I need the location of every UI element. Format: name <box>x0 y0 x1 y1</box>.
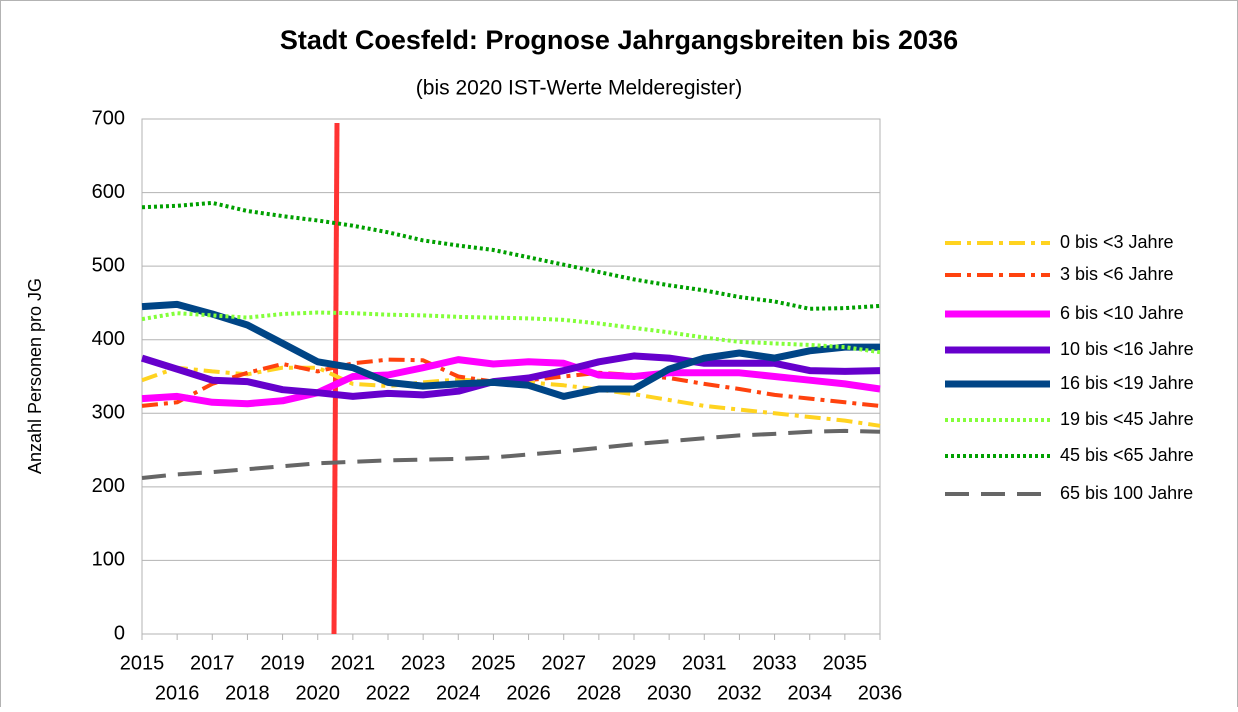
x-tick-label: 2021 <box>331 652 376 674</box>
x-tick-label: 2034 <box>787 682 832 704</box>
x-tick-label: 2023 <box>401 652 446 674</box>
y-tick-label: 100 <box>92 549 125 571</box>
legend-label: 10 bis <16 Jahre <box>1060 339 1194 359</box>
x-tick-label: 2022 <box>366 682 411 704</box>
marker-line <box>331 122 340 635</box>
x-tick-label: 2029 <box>612 652 657 674</box>
x-tick-label: 2031 <box>682 652 727 674</box>
series-line <box>141 357 881 408</box>
x-tick-label: 2015 <box>120 652 165 674</box>
series-line <box>140 352 881 400</box>
y-axis-label: Anzahl Personen pro JG <box>25 278 45 474</box>
x-tick-label: 2018 <box>225 682 270 704</box>
x-tick-label: 2019 <box>260 652 305 674</box>
x-tick-label: 2028 <box>577 682 622 704</box>
x-tick-label: 2033 <box>752 652 797 674</box>
y-tick-label: 0 <box>114 622 125 644</box>
legend-label: 45 bis <65 Jahre <box>1060 445 1194 465</box>
y-tick-label: 500 <box>92 254 125 276</box>
series-line <box>141 200 881 311</box>
legend-label: 19 bis <45 Jahre <box>1060 409 1194 429</box>
plot-border <box>141 118 881 635</box>
x-tick-label: 2026 <box>506 682 551 704</box>
legend-label: 65 bis 100 Jahre <box>1060 483 1193 503</box>
x-tick-label: 2017 <box>190 652 235 674</box>
y-tick-label: 700 <box>92 107 125 129</box>
series-line <box>141 428 881 480</box>
legend-label: 0 bis <3 Jahre <box>1060 232 1174 252</box>
legend-label: 3 bis <6 Jahre <box>1060 264 1174 284</box>
x-tick-label: 2035 <box>823 652 868 674</box>
series-line <box>141 356 881 408</box>
y-tick-label: 600 <box>92 181 125 203</box>
legend-label: 6 bis <10 Jahre <box>1060 303 1184 323</box>
x-tick-label: 2016 <box>155 682 200 704</box>
x-tick-label: 2030 <box>647 682 692 704</box>
chart-subtitle: (bis 2020 IST-Werte Melderegister) <box>416 77 742 100</box>
legend-label: 16 bis <19 Jahre <box>1060 373 1194 393</box>
series-line <box>141 300 880 400</box>
y-tick-label: 300 <box>92 402 125 424</box>
x-tick-label: 2024 <box>436 682 481 704</box>
y-tick-label: 400 <box>92 328 125 350</box>
chart-title: Stadt Coesfeld: Prognose Jahrgangsbreite… <box>280 25 958 55</box>
x-tick-label: 2027 <box>541 652 586 674</box>
y-tick-label: 200 <box>92 475 125 497</box>
x-tick-label: 2025 <box>471 652 516 674</box>
x-tick-label: 2032 <box>717 682 762 704</box>
x-tick-label: 2036 <box>858 682 903 704</box>
x-tick-label: 2020 <box>295 682 340 704</box>
